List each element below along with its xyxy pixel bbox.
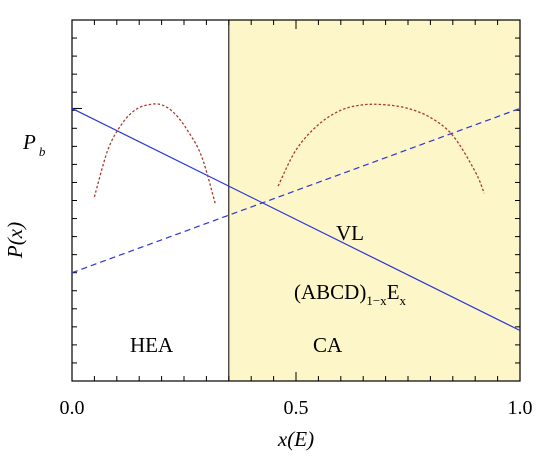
region-ca: [228, 20, 521, 381]
y-axis-title: P(x): [3, 222, 27, 259]
region-label-formula: (ABCD)1−xEx: [294, 280, 407, 308]
x-tick-label-2: 1.0: [508, 397, 533, 419]
x-axis-title: x(E): [277, 427, 314, 451]
region-label-vl: VL: [336, 221, 364, 245]
x-tick-label-1: 0.5: [284, 397, 309, 419]
region-label-ca: CA: [313, 333, 343, 357]
formula-sub-1: 1−x: [366, 293, 387, 308]
plot-regions: [72, 20, 521, 381]
x-tick-label-0: 0.0: [60, 397, 85, 419]
formula-main: (ABCD): [294, 280, 366, 304]
series-line-1: [71, 107, 521, 332]
region-hea: [72, 20, 229, 381]
y-tick-label-pb-main: P: [22, 130, 36, 154]
y-tick-label-pb-sub: b: [39, 144, 46, 159]
formula-sub-2: x: [400, 293, 407, 308]
formula-e: E: [387, 280, 400, 304]
region-label-hea: HEA: [130, 333, 174, 357]
plot-ticks: [71, 19, 521, 382]
plot-series: [71, 103, 521, 332]
series-line-4: [277, 103, 485, 194]
series-line-3: [93, 103, 217, 205]
